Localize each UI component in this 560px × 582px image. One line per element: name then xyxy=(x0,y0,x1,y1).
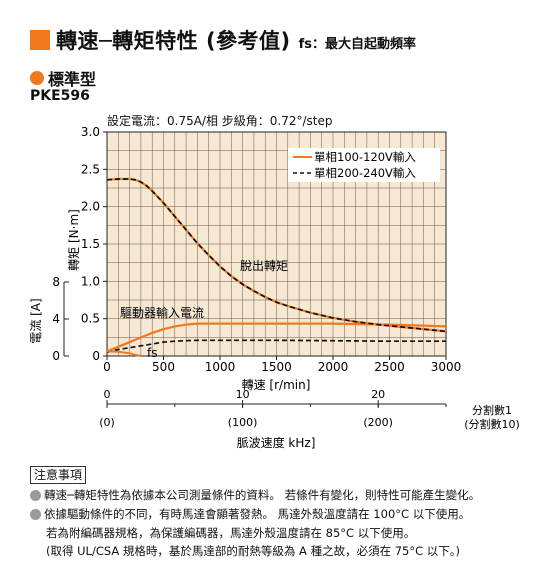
model-name: PKE596 xyxy=(30,88,90,104)
bullet-icon xyxy=(30,489,41,501)
torque-axis-label: 轉矩 [N·m] xyxy=(67,209,81,271)
notes-title: 注意事項 xyxy=(30,466,87,484)
x-tick-label: 2500 xyxy=(374,360,405,374)
note-extra-2: (取得 UL/CSA 規格時，基於馬達部的耐熱等級為 A 種之故，必須在 75°… xyxy=(46,544,461,558)
x-tick-label: 1500 xyxy=(261,360,292,374)
series-lines xyxy=(106,177,447,357)
bullet-icon xyxy=(30,508,41,520)
torque-speed-chart: 0 0.5 1.0 1.5 2.0 2.5 3.0 0 4 8 0 500 1000 1500 2000 25… xyxy=(29,125,520,450)
title-bar: 轉速─轉矩特性 (參考值) fs：最大自起動頻率 xyxy=(30,26,416,54)
current-tick-label: 8 xyxy=(52,275,60,289)
page-subtitle: fs：最大自起動頻率 xyxy=(298,36,417,52)
torque-tick-label: 1.5 xyxy=(81,237,100,251)
torque-annotation: 脫出轉矩 xyxy=(240,258,288,273)
pulse-tick-label: 0 xyxy=(104,388,111,401)
current-tick-label: 4 xyxy=(52,312,60,326)
torque-tick-label: 0.5 xyxy=(81,312,100,326)
torque-tick-label: 0 xyxy=(92,349,100,363)
page-title: 轉速─轉矩特性 (參考值) xyxy=(56,29,291,53)
x-tick-label: 500 xyxy=(152,360,175,374)
fs-line xyxy=(106,350,142,357)
x-tick-label: 0 xyxy=(103,360,111,374)
pulse-tick-label: 20 xyxy=(371,388,385,401)
legend: 單相100-120V輸入 單相200-240V輸入 xyxy=(288,148,440,182)
axis-labels: 轉矩 [N·m] 電流 [A] 轉速 [r/min] 脫出轉矩 驅動器輸入電流 … xyxy=(29,209,520,450)
torque-line-200v xyxy=(106,178,447,333)
torque-tick-label: 2.0 xyxy=(81,200,100,214)
x-tick-label: 3000 xyxy=(431,360,462,374)
current-axis-label: 電流 [A] xyxy=(29,298,43,343)
torque-tick-label: 1.0 xyxy=(81,274,100,288)
x-tick-label: 1000 xyxy=(205,360,236,374)
x-tick-label: 2000 xyxy=(318,360,349,374)
legend-item-100v: 單相100-120V輸入 xyxy=(314,150,416,164)
current-tick-label: 0 xyxy=(52,349,60,363)
fs-annotation: fs xyxy=(147,346,157,360)
setting-condition: 設定電流：0.75A/相 步級角：0.72°/step xyxy=(107,114,333,128)
note-extra-1: 若為附編碼器規格，為保護編碼器，馬達外殼溫度請在 85°C 以下使用。 xyxy=(46,526,416,540)
orange-square-icon xyxy=(30,30,50,50)
current-line-200v xyxy=(106,339,446,354)
note-item-1: 轉速─轉矩特性為依據本公司測量條件的資料。 若條件有變化，則特性可能產生變化。 xyxy=(30,487,480,503)
torque-tick-label: 3.0 xyxy=(81,125,100,139)
pulse-axis-label: 脈波速度 kHz] xyxy=(237,435,316,450)
legend-item-200v: 單相200-240V輸入 xyxy=(314,166,416,180)
torque-tick-label: 2.5 xyxy=(81,162,100,176)
orange-dot-icon xyxy=(30,71,44,85)
division-label-bottom: (分割數10) xyxy=(464,417,520,431)
division-label-top: 分割數1 xyxy=(472,403,512,417)
current-annotation: 驅動器輸入電流 xyxy=(120,305,204,320)
section-label: 標準型 xyxy=(48,70,97,89)
axes: 0 0.5 1.0 1.5 2.0 2.5 3.0 0 4 8 0 500 1000 1500 2000 25… xyxy=(52,125,461,429)
pulse-tick-sublabel: (200) xyxy=(363,416,393,429)
x-axis-label: 轉速 [r/min] xyxy=(242,378,311,392)
current-line-100v xyxy=(106,322,447,353)
pulse-tick-sublabel: (100) xyxy=(228,416,258,429)
section-heading: 標準型 xyxy=(30,66,96,90)
note-item-2: 依據驅動條件的不同，有時馬達會顯著發熱。 馬達外殼溫度請在 100°C 以下使用… xyxy=(30,506,470,522)
pulse-tick-label: 10 xyxy=(236,388,250,401)
pulse-tick-sublabel: (0) xyxy=(99,416,115,429)
legend-box xyxy=(288,148,440,182)
